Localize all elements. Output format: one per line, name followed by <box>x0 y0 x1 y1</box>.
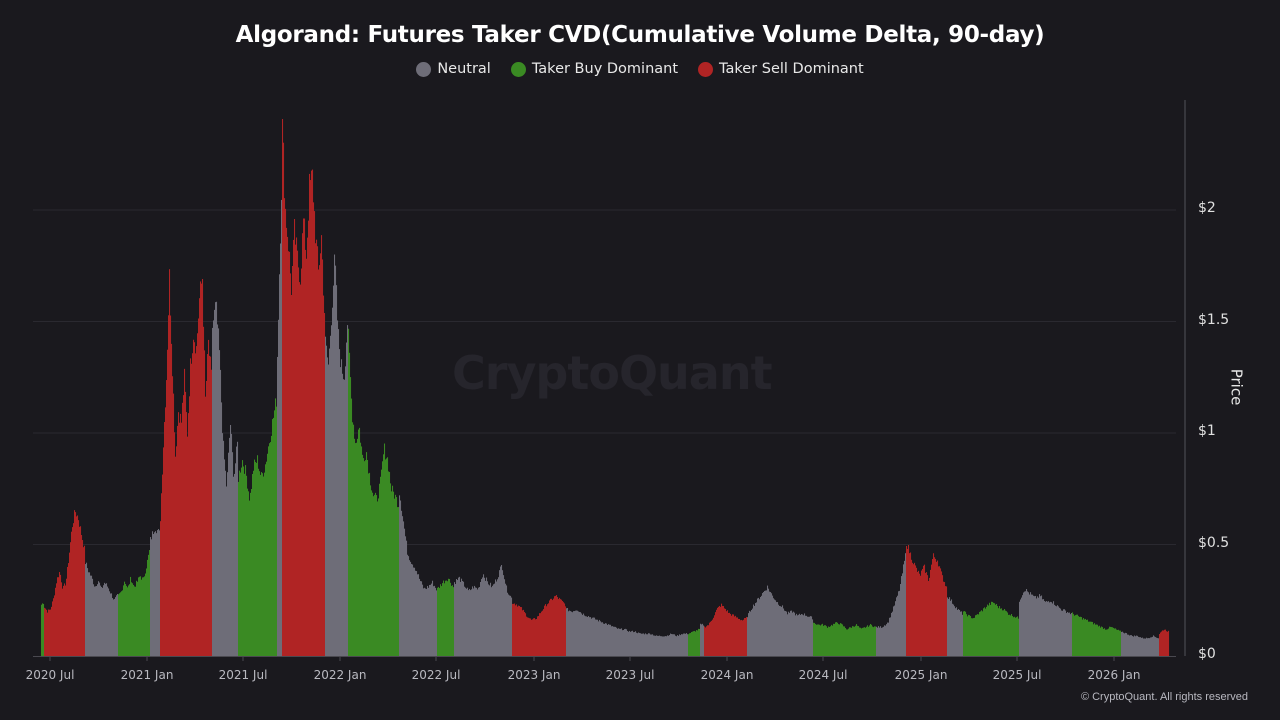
x-tick: 2024 Jul <box>798 668 848 682</box>
segment-sell[interactable] <box>282 119 326 657</box>
y-tick: $1.5 <box>1198 312 1230 328</box>
segment-buy[interactable] <box>1072 612 1122 656</box>
legend-label: Neutral <box>437 61 491 77</box>
legend-item-sell[interactable]: Taker Sell Dominant <box>698 61 864 77</box>
segment-neutral[interactable] <box>1121 631 1160 656</box>
segment-neutral[interactable] <box>212 301 239 656</box>
x-tick: 2024 Jan <box>700 668 754 682</box>
segment-buy[interactable] <box>238 398 278 656</box>
segment-buy[interactable] <box>688 628 701 656</box>
y-tick: $0.5 <box>1198 535 1230 551</box>
y-tick: $0 <box>1198 646 1216 662</box>
segment-neutral[interactable] <box>454 565 513 656</box>
legend-label: Taker Sell Dominant <box>719 61 864 77</box>
segment-sell[interactable] <box>512 595 567 656</box>
segment-neutral[interactable] <box>876 553 907 656</box>
chart-legend: Neutral Taker Buy Dominant Taker Sell Do… <box>0 61 1280 77</box>
x-tick: 2023 Jan <box>507 668 561 682</box>
legend-label: Taker Buy Dominant <box>531 61 679 77</box>
segment-buy[interactable] <box>813 622 877 656</box>
segment-sell[interactable] <box>1159 629 1170 656</box>
copyright-notice: © CryptoQuant. All rights reserved <box>1080 691 1248 703</box>
segment-buy[interactable] <box>348 328 400 656</box>
segment-neutral[interactable] <box>150 528 161 656</box>
x-tick: 2022 Jan <box>313 668 367 682</box>
segment-sell[interactable] <box>44 510 86 656</box>
legend-dot-icon <box>510 61 526 77</box>
x-tick: 2020 Jul <box>25 668 75 682</box>
x-tick: 2025 Jan <box>894 668 948 682</box>
segment-neutral[interactable] <box>325 254 349 656</box>
segment-neutral[interactable] <box>1019 589 1073 656</box>
segment-sell[interactable] <box>160 269 213 656</box>
chart-title: Algorand: Futures Taker CVD(Cumulative V… <box>235 22 1045 48</box>
segment-buy[interactable] <box>118 550 151 656</box>
segment-neutral[interactable] <box>747 585 814 656</box>
legend-dot-icon <box>416 61 432 77</box>
legend-item-buy[interactable]: Taker Buy Dominant <box>510 61 679 77</box>
x-tick: 2025 Jul <box>992 668 1042 682</box>
segment-buy[interactable] <box>437 578 455 656</box>
legend-item-neutral[interactable]: Neutral <box>416 61 491 77</box>
segment-sell[interactable] <box>704 603 748 656</box>
segment-neutral[interactable] <box>399 495 438 656</box>
y-axis-label: Price <box>1227 368 1246 406</box>
legend-dot-icon <box>698 61 714 77</box>
watermark: CryptoQuant <box>452 346 773 400</box>
x-tick: 2022 Jul <box>411 668 461 682</box>
segment-buy[interactable] <box>963 601 1020 656</box>
segment-neutral[interactable] <box>947 597 964 656</box>
y-tick: $2 <box>1198 200 1216 216</box>
x-tick: 2026 Jan <box>1087 668 1141 682</box>
segment-neutral[interactable] <box>277 199 283 657</box>
x-tick: 2021 Jul <box>218 668 268 682</box>
x-tick: 2023 Jul <box>605 668 655 682</box>
x-tick: 2021 Jan <box>120 668 174 682</box>
segment-neutral[interactable] <box>85 562 119 656</box>
segment-sell[interactable] <box>906 544 948 656</box>
segment-buy[interactable] <box>41 603 45 656</box>
y-tick: $1 <box>1198 423 1216 439</box>
segment-neutral[interactable] <box>700 623 705 656</box>
segment-neutral[interactable] <box>566 607 689 656</box>
